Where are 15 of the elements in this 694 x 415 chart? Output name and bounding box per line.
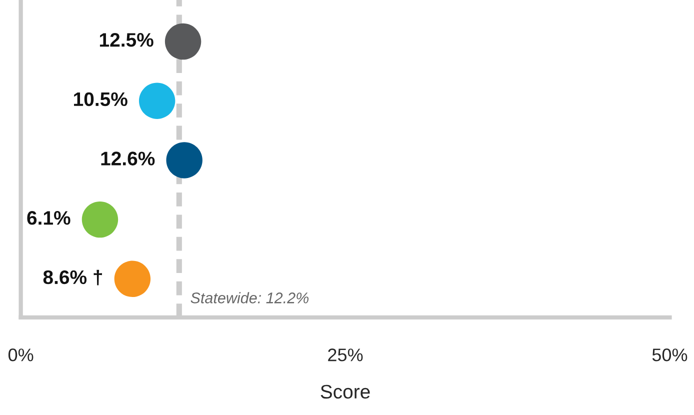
x-axis-title: Score bbox=[320, 384, 370, 399]
point bbox=[114, 260, 151, 298]
data-label: 12.6% bbox=[101, 152, 155, 166]
x-tick-label: 50% bbox=[652, 348, 688, 362]
x-tick-label: 0% bbox=[8, 348, 34, 362]
point bbox=[138, 82, 176, 119]
point bbox=[82, 201, 118, 238]
data-label: 6.1% bbox=[27, 211, 70, 225]
x-tick-label: 25% bbox=[328, 348, 363, 362]
point bbox=[164, 23, 202, 60]
data-label: 8.6% † bbox=[43, 270, 102, 286]
ref-line-label: Statewide: 12.2% bbox=[190, 292, 309, 304]
data-label: 12.5% bbox=[100, 32, 154, 47]
point bbox=[166, 142, 202, 178]
data-label: 10.5% bbox=[74, 92, 128, 106]
